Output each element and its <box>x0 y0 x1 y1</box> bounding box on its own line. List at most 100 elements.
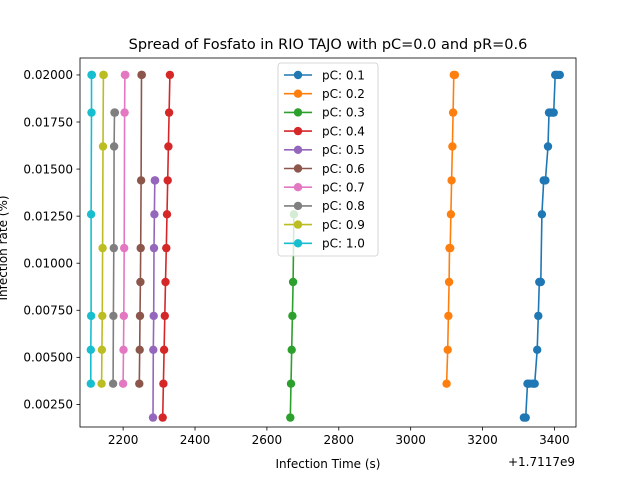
data-point <box>165 70 175 80</box>
data-point <box>109 142 119 151</box>
legend-item: pC: 0.2 <box>284 87 365 101</box>
x-axis: 2200 2400 2600 2800 3000 3200 3400 <box>108 427 570 447</box>
plot-frame <box>79 57 577 428</box>
data-point <box>448 108 458 117</box>
legend-marker <box>293 164 303 173</box>
data-point <box>136 176 146 185</box>
y-tick-label: 0.01000 <box>23 257 73 271</box>
data-point <box>160 311 169 321</box>
x-axis-label: Infection Time (s) <box>276 457 381 471</box>
legend-item: pC: 0.6 <box>284 162 365 176</box>
legend-label: pC: 0.2 <box>322 87 365 101</box>
series-line <box>445 74 455 384</box>
data-point <box>149 243 159 253</box>
x-tick-label: 2200 <box>108 433 139 447</box>
data-point <box>97 379 106 388</box>
data-point <box>530 379 539 388</box>
series-pc-0-7 <box>118 70 130 388</box>
x-tick-label: 2800 <box>324 433 355 447</box>
data-point <box>136 277 145 287</box>
x-tick-label: 2400 <box>180 433 211 447</box>
data-point <box>135 345 144 354</box>
data-point <box>537 210 547 219</box>
legend-label: pC: 0.4 <box>322 124 365 138</box>
series-pc-0-8 <box>108 108 120 388</box>
data-point <box>120 243 129 253</box>
data-point <box>164 108 174 117</box>
legend-label: pC: 0.8 <box>322 199 365 213</box>
data-point <box>136 243 145 253</box>
data-point <box>288 277 298 287</box>
data-point <box>446 210 456 219</box>
data-point <box>86 311 96 321</box>
y-tick-label: 0.02000 <box>23 68 73 82</box>
data-point <box>135 379 144 388</box>
x-axis-offset-label: +1.7117e9 <box>508 455 575 469</box>
series-pc-0-9 <box>97 70 108 388</box>
legend-item: pC: 0.9 <box>284 218 365 232</box>
data-point <box>158 413 167 422</box>
data-point <box>120 108 129 117</box>
data-point <box>164 142 173 151</box>
x-tick-label: 3400 <box>539 433 570 447</box>
legend-marker <box>293 126 303 136</box>
y-tick-label: 0.01250 <box>23 209 73 223</box>
legend-item: pC: 0.3 <box>284 106 365 120</box>
data-point <box>137 70 146 80</box>
data-point <box>86 379 96 388</box>
legend-marker <box>293 70 303 80</box>
legend-item: pC: 0.4 <box>284 124 365 138</box>
data-point <box>521 413 530 422</box>
series-pc-1-0 <box>86 70 97 388</box>
y-axis-label: Infection rate (%) <box>0 195 10 300</box>
data-point <box>110 108 120 117</box>
data-point <box>108 379 118 388</box>
series-line <box>289 214 295 418</box>
series-line <box>138 74 143 384</box>
data-point <box>98 142 108 151</box>
legend-label: pC: 0.3 <box>322 106 365 120</box>
data-point <box>555 70 564 80</box>
legend-label: pC: 0.5 <box>322 143 365 157</box>
data-point <box>121 70 130 80</box>
data-point <box>86 345 96 354</box>
data-point <box>148 413 158 422</box>
data-point <box>534 311 543 321</box>
legend-marker <box>293 220 303 229</box>
data-point <box>98 243 107 253</box>
data-point <box>86 210 96 219</box>
y-tick-label: 0.01500 <box>23 162 73 176</box>
data-point <box>150 210 159 219</box>
series-layer <box>86 70 564 422</box>
data-point <box>119 311 128 321</box>
legend-marker <box>293 201 303 211</box>
legend-label: pC: 1.0 <box>322 237 365 251</box>
data-point <box>118 379 128 388</box>
legend-marker <box>293 183 303 192</box>
legend-item: pC: 1.0 <box>284 237 365 251</box>
data-point <box>442 379 451 388</box>
data-point <box>444 311 453 321</box>
y-tick-label: 0.00500 <box>23 351 73 365</box>
y-axis: 0.00250 0.00500 0.00750 0.01000 0.01250 0.015… <box>23 68 80 412</box>
legend-marker <box>293 89 303 98</box>
legend-marker <box>293 145 303 154</box>
data-point <box>135 311 145 321</box>
data-point <box>286 379 296 388</box>
data-point <box>446 243 455 253</box>
data-point <box>447 176 456 185</box>
data-point <box>163 176 172 185</box>
legend-marker <box>293 239 303 248</box>
data-point <box>150 176 160 185</box>
legend-item: pC: 0.5 <box>284 143 365 157</box>
data-point <box>109 311 118 321</box>
data-point <box>87 108 96 117</box>
data-point <box>87 70 97 80</box>
chart-title: Spread of Fosfato in RIO TAJO with pC=0.… <box>129 37 528 53</box>
legend-label: pC: 0.1 <box>322 68 365 82</box>
legend-box <box>277 62 379 257</box>
y-tick-label: 0.00250 <box>23 398 73 412</box>
data-point <box>444 277 454 287</box>
data-point <box>149 345 158 354</box>
